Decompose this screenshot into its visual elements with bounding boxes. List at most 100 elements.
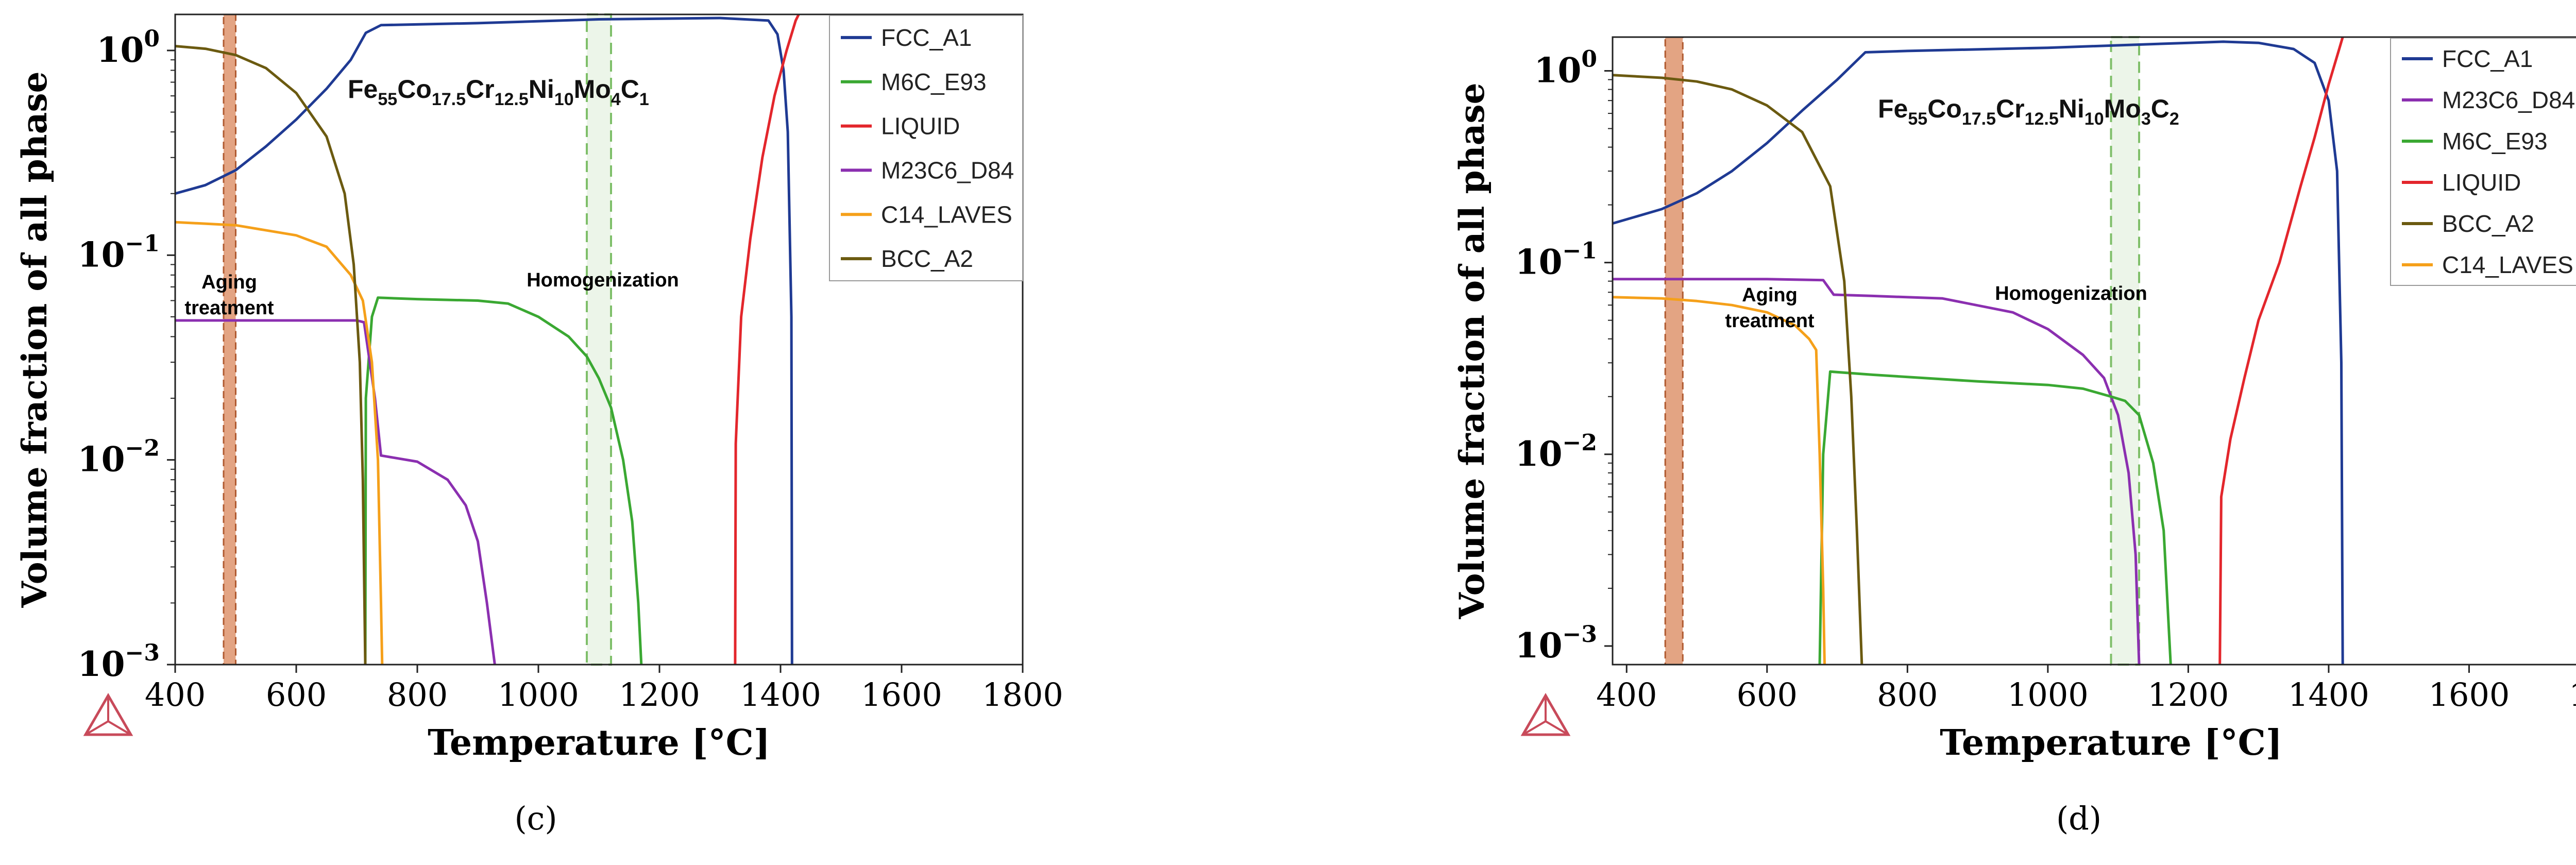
legend-label-m6c_e93: M6C_E93 bbox=[2442, 128, 2548, 155]
legend-box bbox=[829, 15, 1023, 281]
legend-label-m23c6_d84: M23C6_D84 bbox=[2442, 87, 2575, 113]
axes-frame bbox=[1612, 36, 2576, 666]
chart-panel-c: 400 600 800 1000 1200 1400 1600 180010−310−210−… bbox=[14, 13, 1063, 837]
homogenization-annotation: Homogenization bbox=[1995, 283, 2147, 304]
y-tick-label: 10−1 bbox=[78, 230, 160, 275]
alloy-composition: Fe55Co17.5Cr12.5Ni10Mo4C1 bbox=[348, 75, 649, 109]
x-tick-label: 1200 bbox=[619, 676, 700, 714]
thermocalc-logo bbox=[83, 693, 133, 736]
composition-element: Mo bbox=[574, 75, 611, 104]
x-tick-label: 1200 bbox=[2147, 676, 2229, 714]
x-tick-label: 1400 bbox=[740, 676, 821, 714]
y-tick-label: 10−3 bbox=[1515, 621, 1597, 666]
x-tick-label: 600 bbox=[266, 676, 327, 714]
y-tick-exponent: 0 bbox=[1581, 46, 1597, 73]
y-tick-exponent: −1 bbox=[125, 230, 160, 257]
legend-label-c14_laves: C14_LAVES bbox=[881, 201, 1012, 228]
y-tick-base: 10 bbox=[1515, 625, 1563, 666]
logo-inner-line bbox=[107, 720, 132, 736]
legend-label-liquid: LIQUID bbox=[2442, 169, 2521, 196]
y-tick-exponent: 0 bbox=[144, 26, 160, 52]
legend-label-c14_laves: C14_LAVES bbox=[2442, 251, 2573, 278]
composition-element: Fe bbox=[348, 75, 378, 104]
aging-annotation-line1: Aging bbox=[1742, 284, 1798, 306]
y-tick-base: 10 bbox=[78, 439, 125, 480]
y-tick-base: 10 bbox=[1534, 50, 1582, 91]
x-tick-label: 1800 bbox=[2569, 676, 2576, 714]
aging-annotation-line1: Aging bbox=[201, 272, 257, 293]
composition-subscript: 4 bbox=[611, 90, 621, 109]
x-tick-label: 1000 bbox=[498, 676, 579, 714]
x-tick-label: 400 bbox=[1596, 676, 1657, 714]
legend-label-fcc_a1: FCC_A1 bbox=[881, 24, 972, 51]
series-line-m6c_e93 bbox=[364, 296, 643, 665]
y-tick-base: 10 bbox=[1515, 242, 1563, 282]
composition-element: Co bbox=[1927, 94, 1962, 123]
composition-element: C bbox=[2151, 94, 2170, 123]
aging-annotation-line2: treatment bbox=[184, 297, 274, 319]
legend-label-bcc_a2: BCC_A2 bbox=[881, 245, 973, 272]
composition-element: Cr bbox=[466, 75, 495, 104]
series-line-fcc_a1 bbox=[1613, 40, 2344, 665]
y-tick-label: 100 bbox=[97, 26, 160, 70]
series-line-fcc_a1 bbox=[175, 16, 793, 665]
aging-treatment-band bbox=[223, 13, 236, 666]
panel-label-d: (d) bbox=[2056, 800, 2102, 837]
legend: FCC_A1 M23C6_D84 M6C_E93 LIQUID BCC_A2 C14_LA… bbox=[2390, 38, 2576, 286]
series-line-m6c_e93 bbox=[1818, 370, 2172, 665]
y-tick-exponent: −1 bbox=[1563, 238, 1597, 264]
composition-element: Ni bbox=[2059, 94, 2084, 123]
y-tick-label: 10−2 bbox=[1515, 430, 1597, 474]
x-axis-label: Temperature [°C] bbox=[1940, 722, 2282, 764]
y-tick-exponent: −2 bbox=[1563, 430, 1597, 456]
composition-subscript: 2 bbox=[2170, 109, 2179, 129]
aging-annotation-line2: treatment bbox=[1725, 310, 1814, 332]
composition-element: Fe bbox=[1878, 94, 1908, 123]
x-tick-label: 1800 bbox=[982, 676, 1063, 714]
x-tick-label: 600 bbox=[1737, 676, 1798, 714]
panel-label-c: (c) bbox=[514, 800, 557, 837]
series-group bbox=[175, 14, 800, 665]
legend-label-m23c6_d84: M23C6_D84 bbox=[881, 157, 1014, 183]
composition-subscript: 17.5 bbox=[432, 90, 466, 109]
composition-subscript: 3 bbox=[2141, 109, 2151, 129]
legend-label-liquid: LIQUID bbox=[881, 113, 960, 140]
logo-triangle bbox=[83, 693, 133, 736]
composition-subscript: 55 bbox=[378, 90, 397, 109]
y-tick-exponent: −2 bbox=[125, 435, 160, 462]
series-line-c14_laves bbox=[1613, 296, 1826, 665]
legend-label-bcc_a2: BCC_A2 bbox=[2442, 210, 2534, 237]
series-line-c14_laves bbox=[175, 221, 384, 665]
composition-subscript: 55 bbox=[1908, 109, 1927, 129]
series-line-bcc_a2 bbox=[175, 45, 367, 665]
composition-subscript: 12.5 bbox=[495, 90, 529, 109]
series-line-liquid bbox=[2218, 37, 2344, 665]
x-axis-label: Temperature [°C] bbox=[428, 722, 770, 764]
composition-element: Ni bbox=[529, 75, 554, 104]
thermocalc-logo bbox=[1520, 693, 1571, 736]
composition-element: Co bbox=[397, 75, 432, 104]
y-tick-exponent: −3 bbox=[125, 640, 160, 666]
logo-triangle bbox=[1520, 693, 1571, 736]
y-tick-base: 10 bbox=[78, 234, 125, 275]
y-tick-label: 10−3 bbox=[78, 640, 160, 684]
x-tick-label: 1600 bbox=[2429, 676, 2510, 714]
y-tick-label: 10−2 bbox=[78, 435, 160, 480]
y-axis-label: Volume fraction of all phase bbox=[14, 71, 55, 608]
homogenization-band bbox=[586, 13, 612, 666]
y-tick-exponent: −3 bbox=[1563, 621, 1597, 648]
x-tick-label: 800 bbox=[387, 676, 448, 714]
homogenization-annotation: Homogenization bbox=[527, 269, 679, 291]
composition-subscript: 17.5 bbox=[1962, 109, 1996, 129]
composition-element: Mo bbox=[2104, 94, 2141, 123]
legend: FCC_A1 M6C_E93 LIQUID M23C6_D84 C14_LAVES BCC… bbox=[829, 15, 1023, 281]
alloy-composition: Fe55Co17.5Cr12.5Ni10Mo3C2 bbox=[1878, 94, 2179, 129]
composition-element: Cr bbox=[1996, 94, 2025, 123]
y-tick-base: 10 bbox=[1515, 434, 1563, 474]
composition-subscript: 10 bbox=[554, 90, 574, 109]
series-line-m23c6_d84 bbox=[175, 319, 496, 665]
series-line-m23c6_d84 bbox=[1613, 278, 2141, 665]
x-tick-label: 1000 bbox=[2007, 676, 2089, 714]
x-tick-label: 1400 bbox=[2288, 676, 2369, 714]
